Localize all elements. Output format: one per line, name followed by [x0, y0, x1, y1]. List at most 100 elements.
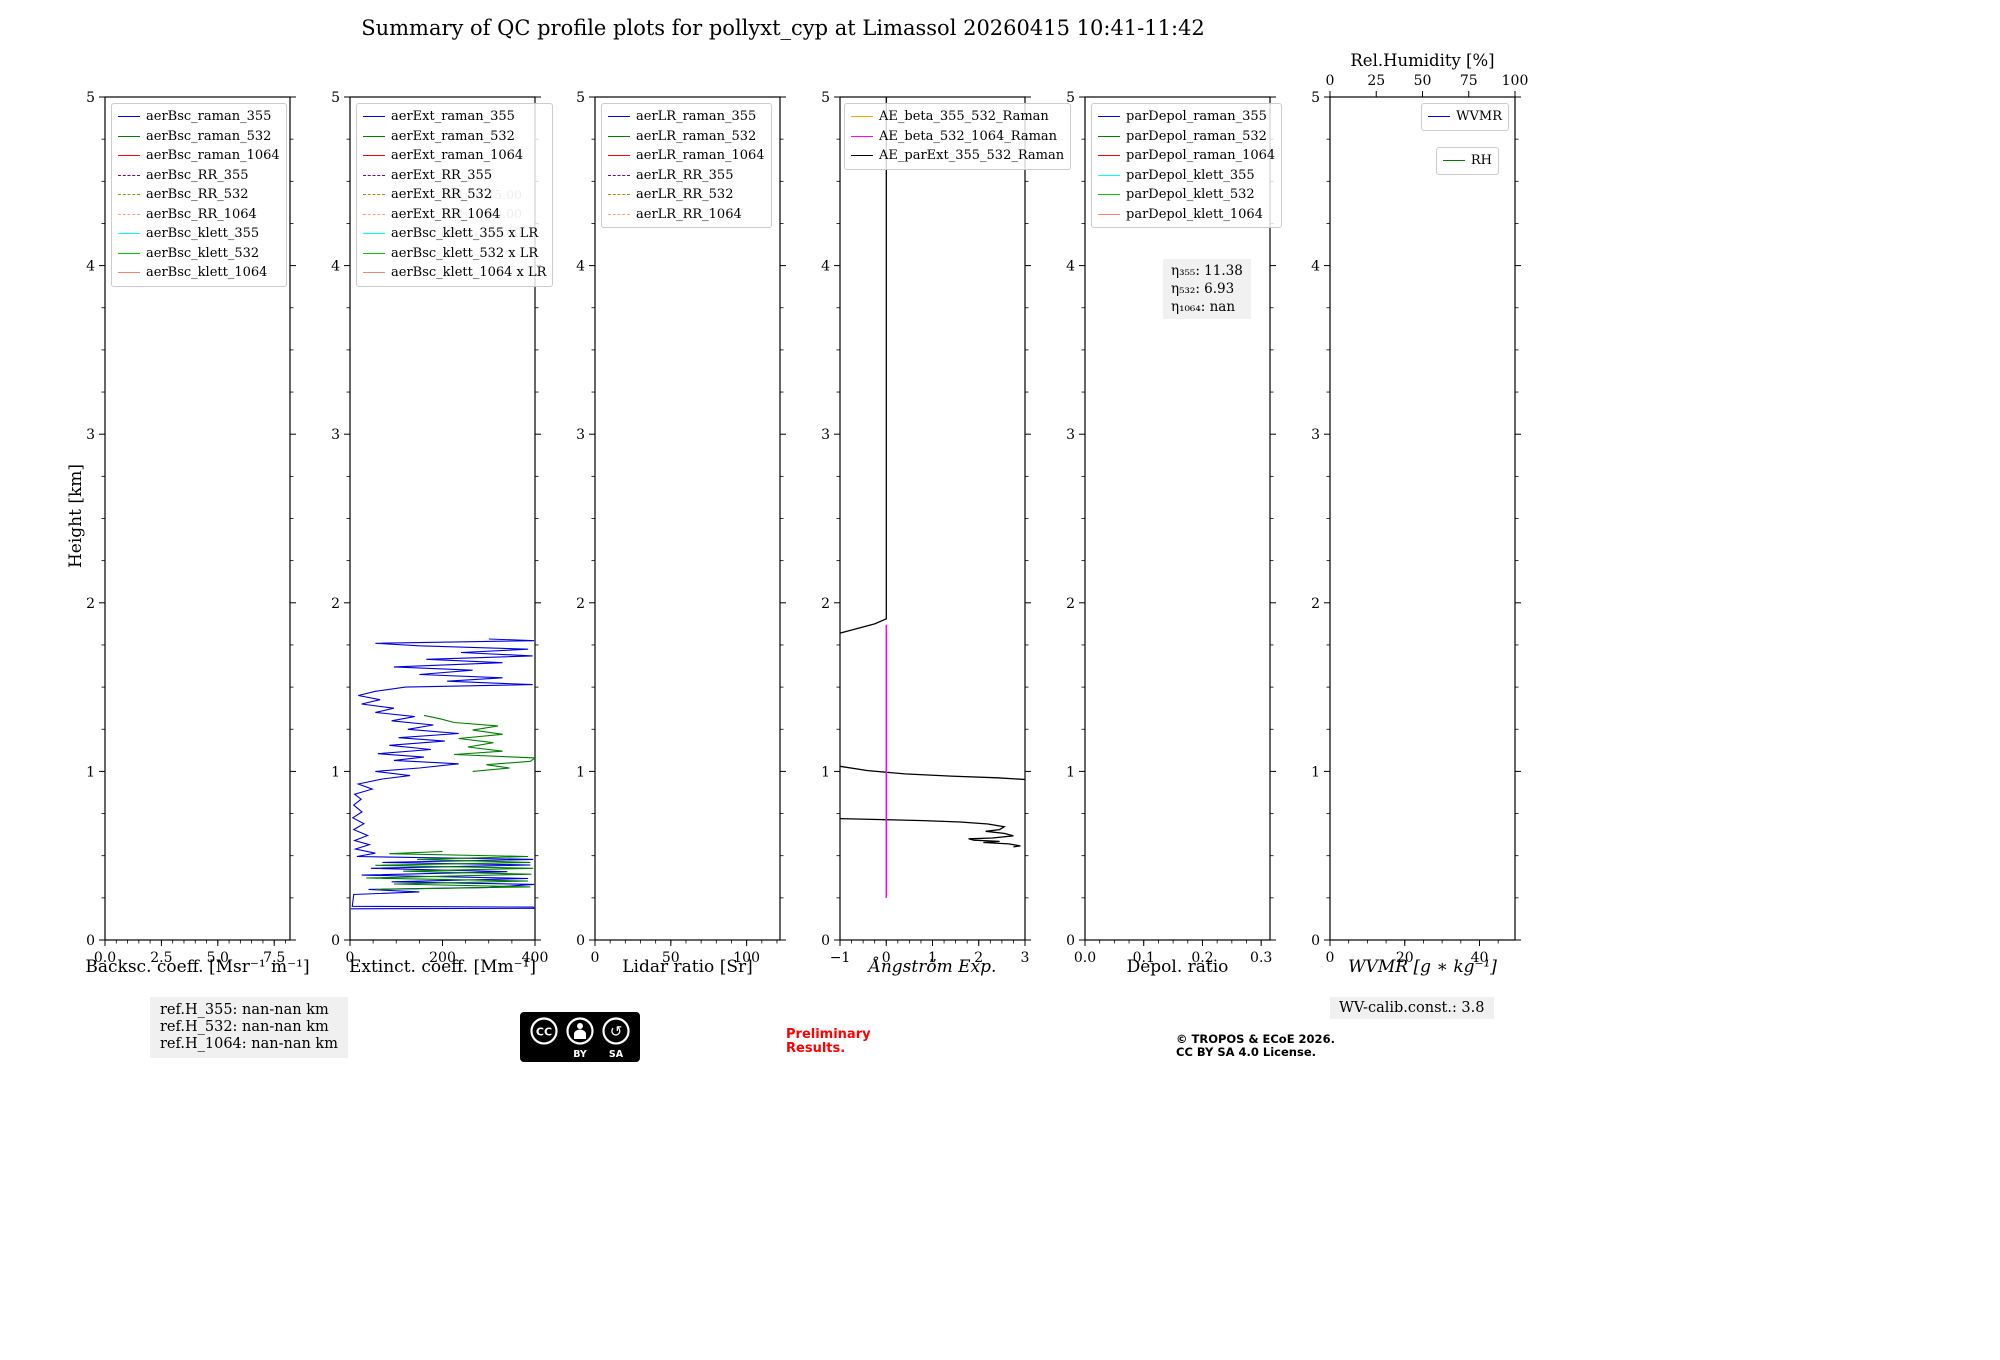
legend: aerExt_raman_355 aerExt_raman_532 aerExt_r… — [356, 103, 554, 287]
legend-item: aerExt_RR_532 — [363, 185, 546, 205]
svg-text:0.2: 0.2 — [1191, 950, 1213, 966]
svg-text:1: 1 — [821, 764, 830, 780]
legend-item-label: AE_parExt_355_532_Raman — [879, 148, 1065, 164]
legend-item: parDepol_raman_1064 — [1098, 146, 1275, 166]
legend-item: aerBsc_RR_532 — [118, 185, 280, 205]
legend-item-label: AE_beta_355_532_Raman — [879, 109, 1049, 125]
legend-item-label: aerExt_raman_1064 — [391, 148, 524, 164]
legend-item-label: aerLR_RR_355 — [636, 167, 734, 183]
legend-item: parDepol_klett_532 — [1098, 185, 1275, 205]
legend-line-sample — [118, 116, 140, 118]
svg-text:0.0: 0.0 — [1074, 950, 1096, 966]
backscatter-x-label: Backsc. coeff. [Msr⁻¹ m⁻¹] — [85, 957, 310, 977]
svg-text:4: 4 — [331, 259, 340, 275]
svg-text:4: 4 — [821, 259, 830, 275]
svg-text:3: 3 — [1066, 427, 1075, 443]
svg-text:5: 5 — [1311, 90, 1320, 106]
svg-text:0: 0 — [591, 950, 600, 966]
legend-line-sample — [118, 155, 140, 157]
svg-text:4: 4 — [576, 259, 585, 275]
legend-item: aerLR_RR_355 — [608, 166, 765, 186]
panel-lidar-ratio: 0 1 2 3 4 5 0 50 100 Lidar ratio [Sr] aerLR_rama… — [576, 90, 786, 977]
legend-line-sample — [1098, 213, 1120, 215]
svg-text:2: 2 — [331, 596, 340, 612]
legend-item-label: parDepol_raman_532 — [1126, 128, 1267, 144]
legend-line-sample — [1098, 155, 1120, 157]
legend-item-label: aerBsc_klett_355 — [146, 226, 260, 242]
legend-line-sample — [363, 155, 385, 157]
legend-item: aerExt_RR_355 — [363, 166, 546, 186]
svg-text:75: 75 — [1460, 73, 1478, 89]
svg-text:2: 2 — [1066, 596, 1075, 612]
legend-line-sample — [851, 135, 873, 137]
legend-item: aerExt_raman_532 — [363, 127, 546, 147]
svg-text:2: 2 — [576, 596, 585, 612]
svg-text:400: 400 — [522, 950, 549, 966]
legend-line-sample — [363, 233, 385, 235]
legend-item-label: aerBsc_raman_1064 — [146, 148, 280, 164]
legend-line-sample — [118, 252, 140, 254]
svg-text:4: 4 — [1066, 259, 1075, 275]
legend-line-sample — [363, 272, 385, 274]
backscatter-plot: 0 1 2 3 4 5 0.0 2.5 5.0 7.5 — [86, 90, 296, 966]
legend: aerBsc_raman_355 aerBsc_raman_532 aerBsc_r… — [111, 103, 287, 287]
legend: parDepol_raman_355 parDepol_raman_532 parD… — [1091, 103, 1283, 228]
svg-text:5: 5 — [576, 90, 585, 106]
legend-line-sample — [1098, 174, 1120, 176]
legend-item: AE_beta_532_1064_Raman — [851, 127, 1064, 147]
legend-item: aerLR_RR_1064 — [608, 205, 765, 225]
legend-item: aerBsc_RR_355 — [118, 166, 280, 186]
extinction-plot: 0 1 2 3 4 5 0 200 400 — [331, 90, 548, 966]
svg-text:5: 5 — [86, 90, 95, 106]
svg-text:7.5: 7.5 — [263, 950, 285, 966]
legend-line-sample — [851, 116, 873, 118]
legend-item-label: aerBsc_raman_532 — [146, 128, 272, 144]
legend-item-label: aerLR_raman_355 — [636, 109, 757, 125]
svg-text:0: 0 — [1326, 73, 1335, 89]
legend-item: AE_beta_355_532_Raman — [851, 107, 1064, 127]
legend-line-sample — [118, 213, 140, 215]
legend-item: aerBsc_klett_355 x LR — [363, 224, 546, 244]
legend-item-label: aerBsc_klett_1064 — [146, 265, 268, 281]
legend-item-label: aerBsc_RR_355 — [146, 167, 249, 183]
preliminary-line-2: Results. — [786, 1041, 846, 1056]
sa-label: SA — [609, 1049, 624, 1060]
legend-item: AE_parExt_355_532_Raman — [851, 146, 1064, 166]
annotation-line: η₃₅₅: 11.38 — [1171, 263, 1243, 279]
series-aerExt_raman_532_up — [423, 714, 537, 772]
legend-item: aerBsc_raman_355 — [118, 107, 280, 127]
legend-item-label: RH — [1470, 153, 1492, 169]
svg-text:0: 0 — [576, 933, 585, 949]
legend-line-sample — [608, 155, 630, 157]
legend-item: aerBsc_klett_355 — [118, 224, 280, 244]
legend-item: aerBsc_klett_532 x LR — [363, 244, 546, 264]
legend-item: aerBsc_raman_532 — [118, 127, 280, 147]
svg-text:2: 2 — [821, 596, 830, 612]
panel-wvmr: 0 1 2 3 4 5 0 20 40 0 25 50 75 100 Rel.Humidity [%] W… — [1311, 51, 1528, 977]
copyright-line-2: CC BY SA 4.0 License. — [1176, 1045, 1316, 1059]
svg-text:5.0: 5.0 — [207, 950, 229, 966]
legend-line-sample — [118, 272, 140, 274]
svg-text:0: 0 — [1326, 950, 1335, 966]
legend-item: aerBsc_raman_1064 — [118, 146, 280, 166]
legend-item-label: aerExt_RR_355 — [391, 167, 493, 183]
legend-item: aerBsc_klett_532 — [118, 244, 280, 264]
legend-item-label: aerBsc_klett_355 x LR — [391, 226, 539, 242]
axes-frame — [1329, 96, 1516, 941]
legend-item: aerBsc_RR_1064 — [118, 205, 280, 225]
figure-title: Summary of QC profile plots for pollyxt_… — [361, 16, 1205, 40]
svg-text:1: 1 — [1311, 764, 1320, 780]
svg-text:200: 200 — [429, 950, 456, 966]
legend-item-label: WVMR — [1456, 109, 1502, 125]
series-AE_parExt_355_532_Raman_mid — [839, 765, 1026, 781]
svg-text:25: 25 — [1367, 73, 1385, 89]
legend-line-sample — [118, 194, 140, 196]
legend-item-label: aerBsc_klett_1064 x LR — [391, 265, 547, 281]
legend-item: aerLR_RR_532 — [608, 185, 765, 205]
legend-line-sample — [363, 174, 385, 176]
y-axis-label: Height [km] — [66, 463, 86, 569]
legend-item: parDepol_klett_355 — [1098, 166, 1275, 186]
svg-text:0: 0 — [821, 933, 830, 949]
